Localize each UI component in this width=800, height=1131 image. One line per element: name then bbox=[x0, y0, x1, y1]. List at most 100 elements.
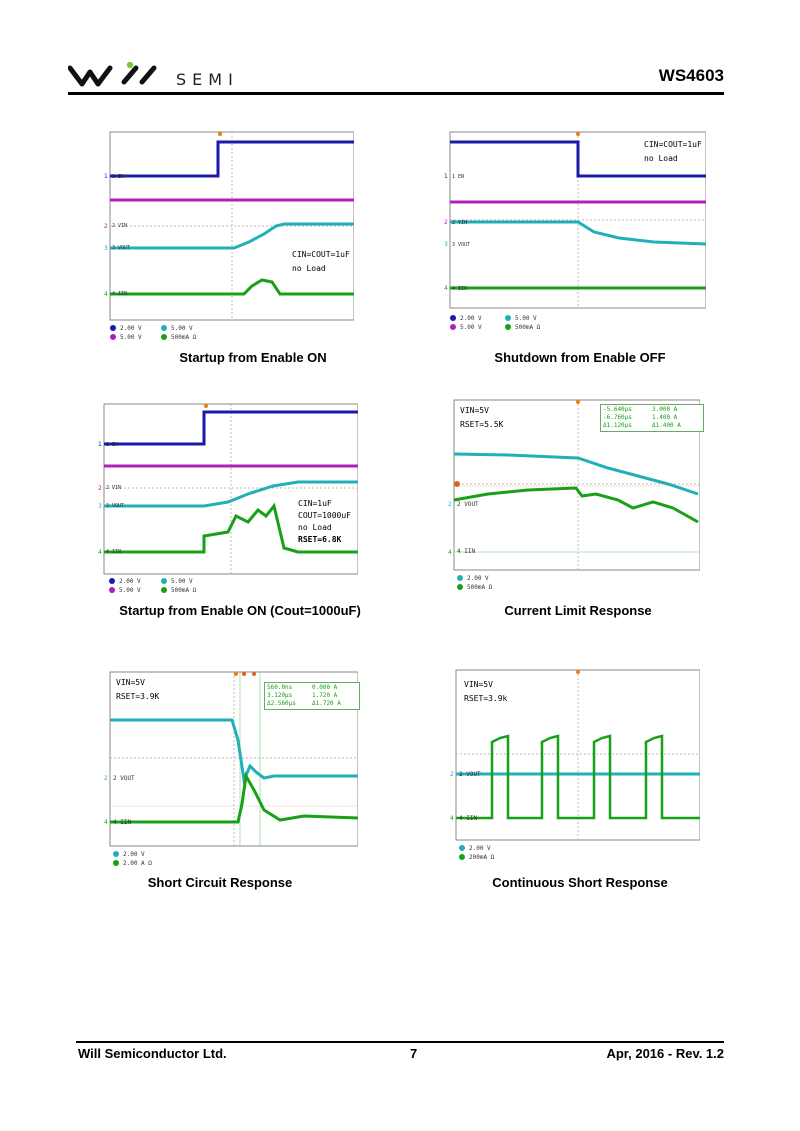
svg-text:2: 2 bbox=[98, 485, 102, 492]
channel-label: 3 VOUT bbox=[106, 503, 125, 509]
channel-label: 4 IIN bbox=[106, 549, 122, 555]
part-number: WS4603 bbox=[658, 66, 724, 85]
scope-figure-short-circuit: 2 4 VIN=5V RSET=3.9K 560.0ns 0.000 A 3.1… bbox=[104, 670, 360, 870]
legend-ch1: 2.00 V bbox=[460, 315, 482, 322]
channel-label: 4 IIN bbox=[457, 548, 476, 555]
cursor-value: 560.0ns bbox=[267, 684, 293, 691]
annotation: no Load bbox=[292, 264, 326, 273]
channel-label: 2 VOUT bbox=[459, 771, 481, 778]
svg-text:3: 3 bbox=[444, 241, 448, 248]
legend-ch2: 2.00 V bbox=[467, 575, 489, 582]
page-number: 7 bbox=[410, 1046, 418, 1061]
legend-ch1: 2.00 V bbox=[120, 325, 142, 332]
scope-figure-startup: 1 2 3 4 CIN=COUT=1uF no Load 2.00 V 5.00… bbox=[104, 130, 354, 345]
scope-figure-current-limit: 2 4 VIN=5V RSET=5.5K -5.640µs 3.000 A -6… bbox=[448, 398, 704, 594]
channel-label: 4 IIN bbox=[113, 819, 132, 826]
logo-text: SEMI bbox=[176, 70, 239, 89]
legend-ch2: 5.00 V bbox=[119, 587, 141, 594]
annotation: CIN=1uF bbox=[298, 499, 332, 508]
legend-ch1: 2.00 V bbox=[119, 578, 141, 585]
svg-text:4: 4 bbox=[448, 549, 452, 556]
figure-caption: Startup from Enable ON bbox=[179, 350, 327, 365]
footer-rule bbox=[76, 1041, 724, 1043]
svg-text:2: 2 bbox=[104, 775, 108, 782]
svg-text:1: 1 bbox=[444, 173, 448, 180]
cursor-value: 0.000 A bbox=[312, 684, 338, 691]
annotation: VIN=5V bbox=[464, 680, 493, 689]
footer-company: Will Semiconductor Ltd. bbox=[78, 1046, 227, 1061]
annotation: RSET=3.9k bbox=[464, 694, 508, 703]
header-rule bbox=[68, 92, 724, 95]
channel-label: 4 IIN bbox=[452, 286, 468, 292]
channel-label: 2 VIN bbox=[106, 485, 122, 491]
cursor-value: 1.720 A bbox=[312, 692, 338, 699]
annotation: VIN=5V bbox=[116, 678, 145, 687]
annotation: no Load bbox=[298, 523, 332, 532]
cursor-value: Δ2.560µs bbox=[267, 700, 296, 707]
cursor-value: -5.640µs bbox=[603, 406, 632, 413]
channel-label: 3 VOUT bbox=[452, 242, 471, 248]
channel-label: 4 IIN bbox=[459, 815, 478, 822]
legend-ch4: 500mA Ω bbox=[467, 584, 493, 591]
legend-ch4: 200mA Ω bbox=[469, 854, 495, 861]
svg-text:4: 4 bbox=[98, 549, 102, 556]
figure-caption: Current Limit Response bbox=[504, 603, 652, 618]
legend-ch3: 5.00 V bbox=[171, 578, 193, 585]
annotation: CIN=COUT=1uF bbox=[292, 250, 350, 259]
cursor-value: Δ1.400 A bbox=[652, 422, 681, 429]
scope-figure-continuous-short: 2 4 VIN=5V RSET=3.9k 2 VOUT 4 IIN 2.00 V… bbox=[450, 668, 700, 864]
annotation: CIN=COUT=1uF bbox=[644, 140, 702, 149]
channel-label: 2 VOUT bbox=[457, 501, 479, 508]
channel-label: 2 VIN bbox=[112, 223, 128, 229]
legend-ch2: 5.00 V bbox=[460, 324, 482, 331]
company-logo: SEMI bbox=[67, 61, 268, 92]
wil-logo-icon bbox=[67, 61, 157, 87]
cursor-value: 3.000 A bbox=[652, 406, 678, 413]
scope-figure-shutdown: 1 2 3 4 CIN=COUT=1uF no Load 2.00 V 5.00… bbox=[444, 130, 706, 335]
channel-label: 2 VIN bbox=[452, 220, 468, 226]
svg-text:2: 2 bbox=[104, 223, 108, 230]
annotation: RSET=6.8K bbox=[298, 535, 342, 544]
cursor-value: 1.400 A bbox=[652, 414, 678, 421]
figure-caption: Continuous Short Response bbox=[492, 875, 668, 890]
cursor-value: Δ1.120µs bbox=[603, 422, 632, 429]
legend-ch4: 500mA Ω bbox=[171, 587, 197, 594]
svg-text:4: 4 bbox=[104, 291, 108, 298]
figure-caption: Startup from Enable ON (Cout=1000uF) bbox=[119, 603, 361, 618]
annotation: RSET=5.5K bbox=[460, 420, 504, 429]
footer-revision: Apr, 2016 - Rev. 1.2 bbox=[606, 1046, 724, 1061]
legend-ch3: 5.00 V bbox=[515, 315, 537, 322]
channel-label: 2 VOUT bbox=[113, 775, 135, 782]
legend-ch2: 2.00 V bbox=[123, 851, 145, 858]
legend-ch2: 2.00 V bbox=[469, 845, 491, 852]
figure-caption: Shutdown from Enable OFF bbox=[494, 350, 666, 365]
svg-text:4: 4 bbox=[450, 815, 454, 822]
svg-text:2: 2 bbox=[448, 501, 452, 508]
legend-ch4: 2.00 A Ω bbox=[123, 860, 152, 867]
cursor-value: -6.760µs bbox=[603, 414, 632, 421]
legend-ch4: 500mA Ω bbox=[171, 334, 197, 341]
channel-label: 4 IIN bbox=[112, 291, 128, 297]
cursor-value: Δ1.720 A bbox=[312, 700, 341, 707]
legend-ch3: 5.00 V bbox=[171, 325, 193, 332]
annotation: COUT=1000uF bbox=[298, 511, 351, 520]
channel-label: 3 VOUT bbox=[112, 245, 131, 251]
svg-text:2: 2 bbox=[450, 771, 454, 778]
svg-text:2: 2 bbox=[444, 219, 448, 226]
svg-text:4: 4 bbox=[444, 285, 448, 292]
svg-text:3: 3 bbox=[98, 503, 102, 510]
annotation: VIN=5V bbox=[460, 406, 489, 415]
svg-text:1: 1 bbox=[98, 441, 102, 448]
figure-caption: Short Circuit Response bbox=[147, 875, 293, 890]
cursor-value: 3.120µs bbox=[267, 692, 293, 699]
channel-label: 1 EN bbox=[106, 442, 119, 448]
annotation: no Load bbox=[644, 154, 678, 163]
legend-ch4: 500mA Ω bbox=[515, 324, 541, 331]
svg-text:3: 3 bbox=[104, 245, 108, 252]
svg-text:4: 4 bbox=[104, 819, 108, 826]
channel-label: 1 EN bbox=[112, 174, 125, 180]
scope-figure-startup-1000uf: 1 2 3 4 CIN=1uF COUT=1000uF no Load RSET… bbox=[98, 402, 358, 597]
annotation: RSET=3.9K bbox=[116, 692, 160, 701]
svg-text:1: 1 bbox=[104, 173, 108, 180]
channel-label: 1 EN bbox=[452, 174, 465, 180]
